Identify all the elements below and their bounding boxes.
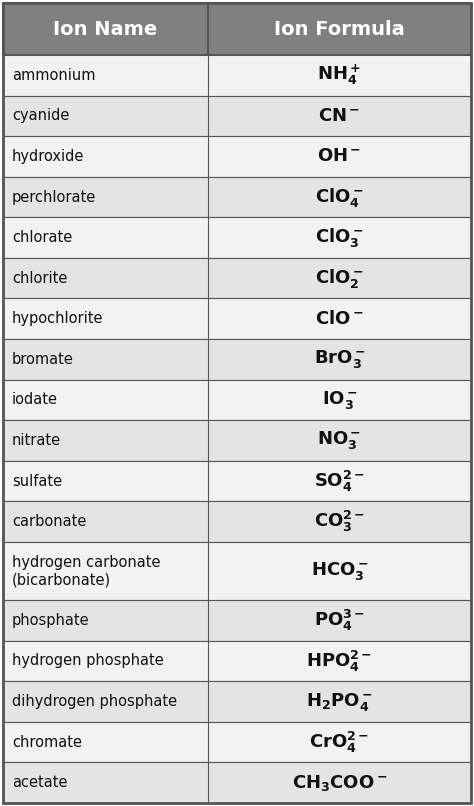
Bar [3, 641, 471, 681]
Text: $\mathbf{CO_3^{2-}}$: $\mathbf{CO_3^{2-}}$ [314, 509, 365, 534]
Text: cyanide: cyanide [12, 108, 69, 123]
Bar [3, 298, 471, 339]
Text: $\mathbf{CrO_4^{2-}}$: $\mathbf{CrO_4^{2-}}$ [310, 729, 370, 754]
Text: $\mathbf{PO_4^{3-}}$: $\mathbf{PO_4^{3-}}$ [314, 608, 365, 633]
Text: $\mathbf{BrO_3^-}$: $\mathbf{BrO_3^-}$ [314, 348, 365, 370]
Text: hypochlorite: hypochlorite [12, 311, 103, 326]
Text: $\mathbf{IO_3^-}$: $\mathbf{IO_3^-}$ [321, 388, 357, 411]
Text: perchlorate: perchlorate [12, 189, 96, 205]
Bar [3, 762, 471, 803]
Bar [3, 501, 471, 542]
Text: bromate: bromate [12, 351, 74, 367]
Bar [3, 461, 471, 501]
Bar [3, 96, 471, 136]
Text: $\mathbf{ClO^-}$: $\mathbf{ClO^-}$ [315, 310, 364, 328]
Bar [3, 600, 471, 641]
Text: $\mathbf{H_2PO_4^-}$: $\mathbf{H_2PO_4^-}$ [306, 691, 373, 713]
Text: $\mathbf{ClO_4^-}$: $\mathbf{ClO_4^-}$ [315, 185, 364, 209]
Text: $\mathbf{OH^-}$: $\mathbf{OH^-}$ [318, 147, 362, 165]
Bar [3, 258, 471, 298]
Text: $\mathbf{HCO_3^-}$: $\mathbf{HCO_3^-}$ [311, 560, 368, 582]
Text: Ion Formula: Ion Formula [274, 19, 405, 39]
Text: sulfate: sulfate [12, 473, 62, 488]
Text: iodate: iodate [12, 393, 58, 407]
Text: hydroxide: hydroxide [12, 149, 84, 164]
Bar [3, 380, 471, 420]
Text: chlorate: chlorate [12, 230, 72, 245]
Text: $\mathbf{NO_3^-}$: $\mathbf{NO_3^-}$ [318, 430, 362, 451]
Text: $\mathbf{CN^-}$: $\mathbf{CN^-}$ [319, 107, 361, 125]
Bar [3, 177, 471, 218]
Bar [3, 681, 471, 722]
Text: nitrate: nitrate [12, 433, 61, 448]
Bar [3, 542, 471, 600]
Bar [3, 339, 471, 380]
Text: hydrogen carbonate
(bicarbonate): hydrogen carbonate (bicarbonate) [12, 555, 161, 588]
Text: chromate: chromate [12, 734, 82, 750]
Text: phosphate: phosphate [12, 613, 90, 628]
Text: $\mathbf{ClO_3^-}$: $\mathbf{ClO_3^-}$ [315, 226, 364, 249]
Text: Ion Name: Ion Name [54, 19, 158, 39]
Text: carbonate: carbonate [12, 514, 86, 529]
Bar [3, 420, 471, 461]
Bar [3, 722, 471, 762]
Text: acetate: acetate [12, 775, 67, 790]
Text: chlorite: chlorite [12, 271, 67, 285]
Bar [3, 136, 471, 177]
Text: hydrogen phosphate: hydrogen phosphate [12, 654, 164, 668]
Text: ammonium: ammonium [12, 68, 95, 83]
Text: $\mathbf{SO_4^{2-}}$: $\mathbf{SO_4^{2-}}$ [314, 468, 365, 493]
Text: $\mathbf{CH_3COO^-}$: $\mathbf{CH_3COO^-}$ [292, 773, 387, 793]
Bar [3, 55, 471, 96]
Bar [3, 3, 471, 55]
Text: $\mathbf{ClO_2^-}$: $\mathbf{ClO_2^-}$ [315, 267, 364, 289]
Text: $\mathbf{NH_4^+}$: $\mathbf{NH_4^+}$ [318, 63, 362, 88]
Text: $\mathbf{HPO_4^{2-}}$: $\mathbf{HPO_4^{2-}}$ [306, 649, 373, 674]
Text: dihydrogen phosphate: dihydrogen phosphate [12, 694, 177, 709]
Bar [3, 218, 471, 258]
